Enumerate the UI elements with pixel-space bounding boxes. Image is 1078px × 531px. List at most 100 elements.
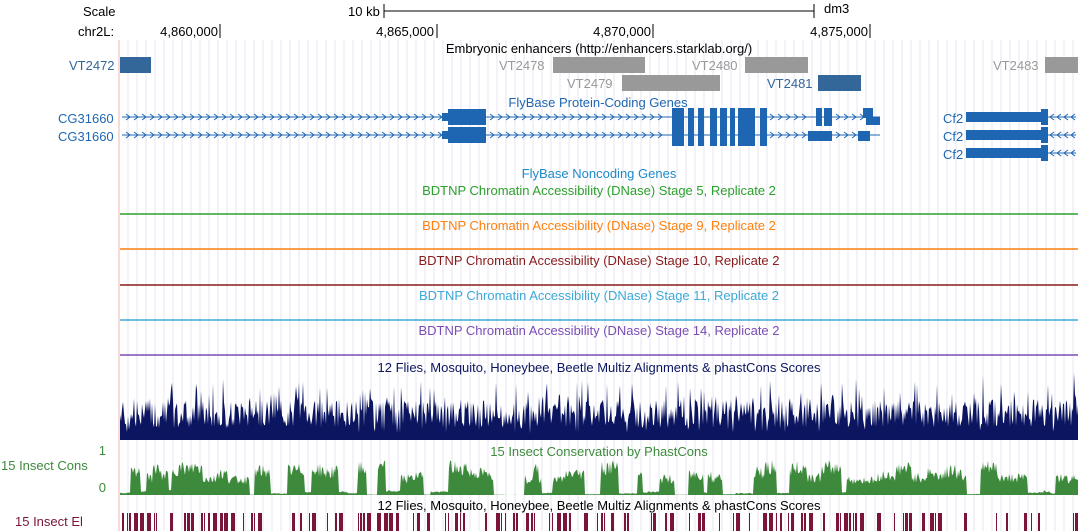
strand-arrow[interactable]	[277, 131, 283, 139]
strand-arrow[interactable]	[213, 131, 219, 139]
strand-arrow[interactable]	[141, 131, 147, 139]
dnase-stage11-title[interactable]: BDTNP Chromatin Accessibility (DNase) St…	[418, 288, 780, 303]
strand-arrow[interactable]	[165, 131, 171, 139]
gene-exon-block[interactable]	[966, 112, 1041, 122]
strand-arrow[interactable]	[125, 131, 131, 139]
strand-arrow[interactable]	[577, 113, 583, 121]
gene-label-cg31660[interactable]: CG31660	[58, 129, 114, 144]
strand-arrow[interactable]	[1056, 149, 1062, 157]
strand-arrow[interactable]	[341, 131, 347, 139]
dnase-stage14-title[interactable]: BDTNP Chromatin Accessibility (DNase) St…	[418, 323, 780, 338]
strand-arrow[interactable]	[777, 131, 783, 139]
strand-arrow[interactable]	[633, 131, 639, 139]
strand-arrow[interactable]	[625, 113, 631, 121]
gene-exon-block[interactable]	[866, 117, 880, 125]
strand-arrow[interactable]	[221, 131, 227, 139]
strand-arrow[interactable]	[293, 131, 299, 139]
dnase-stage5-title[interactable]: BDTNP Chromatin Accessibility (DNase) St…	[422, 183, 776, 198]
strand-arrow[interactable]	[261, 131, 267, 139]
elements-track-title[interactable]: 12 Flies, Mosquito, Honeybee, Beetle Mul…	[377, 498, 821, 513]
strand-arrow[interactable]	[237, 131, 243, 139]
strand-arrow[interactable]	[1070, 131, 1076, 139]
strand-arrow[interactable]	[513, 131, 519, 139]
gene-exon-block[interactable]	[698, 108, 704, 146]
strand-arrow[interactable]	[125, 113, 131, 121]
strand-arrow[interactable]	[277, 113, 283, 121]
strand-arrow[interactable]	[1049, 149, 1055, 157]
enhancer-label-vt2480[interactable]: VT2480	[692, 58, 738, 73]
strand-arrow[interactable]	[197, 113, 203, 121]
strand-arrow[interactable]	[537, 113, 543, 121]
gene-exon-block[interactable]	[966, 148, 1041, 158]
strand-arrow[interactable]	[1063, 149, 1069, 157]
strand-arrow[interactable]	[365, 113, 371, 121]
strand-arrow[interactable]	[545, 113, 551, 121]
strand-arrow[interactable]	[309, 131, 315, 139]
strand-arrow[interactable]	[625, 131, 631, 139]
strand-arrow[interactable]	[261, 113, 267, 121]
strand-arrow[interactable]	[497, 113, 503, 121]
strand-arrow[interactable]	[649, 113, 655, 121]
strand-arrow[interactable]	[641, 113, 647, 121]
gene-exon-block[interactable]	[448, 109, 486, 125]
strand-arrow[interactable]	[333, 113, 339, 121]
strand-arrow[interactable]	[341, 113, 347, 121]
strand-arrow[interactable]	[173, 131, 179, 139]
strand-arrow[interactable]	[777, 113, 783, 121]
strand-arrow[interactable]	[221, 113, 227, 121]
strand-arrow[interactable]	[851, 113, 857, 121]
strand-arrow[interactable]	[269, 131, 275, 139]
strand-arrow[interactable]	[429, 113, 435, 121]
gene-exon-block[interactable]	[730, 108, 735, 146]
strand-arrow[interactable]	[1049, 131, 1055, 139]
strand-arrow[interactable]	[173, 113, 179, 121]
gene-exon-block[interactable]	[824, 108, 832, 126]
gene-utr-block[interactable]	[442, 131, 448, 139]
strand-arrow[interactable]	[413, 113, 419, 121]
strand-arrow[interactable]	[601, 113, 607, 121]
strand-arrow[interactable]	[649, 131, 655, 139]
noncoding-track-title[interactable]: FlyBase Noncoding Genes	[521, 166, 677, 181]
strand-arrow[interactable]	[785, 113, 791, 121]
strand-arrow[interactable]	[843, 131, 849, 139]
enhancer-block-vt2478[interactable]	[553, 57, 645, 73]
enhancer-track-title[interactable]: Embryonic enhancers (http://enhancers.st…	[445, 41, 753, 56]
strand-arrow[interactable]	[1056, 131, 1062, 139]
gene-label-cf2[interactable]: Cf2	[943, 147, 964, 162]
enhancer-block-vt2483[interactable]	[1045, 57, 1078, 73]
dnase-stage9-title[interactable]: BDTNP Chromatin Accessibility (DNase) St…	[422, 218, 776, 233]
enhancer-label-vt2478[interactable]: VT2478	[499, 58, 545, 73]
strand-arrow[interactable]	[617, 113, 623, 121]
strand-arrow[interactable]	[237, 113, 243, 121]
gene-label-cf2[interactable]: Cf2	[943, 129, 964, 144]
strand-arrow[interactable]	[213, 113, 219, 121]
strand-arrow[interactable]	[285, 131, 291, 139]
strand-arrow[interactable]	[229, 131, 235, 139]
strand-arrow[interactable]	[489, 113, 495, 121]
strand-arrow[interactable]	[537, 131, 543, 139]
enhancer-block-vt2472[interactable]	[120, 57, 151, 73]
strand-arrow[interactable]	[149, 131, 155, 139]
strand-arrow[interactable]	[181, 131, 187, 139]
strand-arrow[interactable]	[793, 131, 799, 139]
strand-arrow[interactable]	[521, 113, 527, 121]
strand-arrow[interactable]	[141, 113, 147, 121]
strand-arrow[interactable]	[561, 113, 567, 121]
strand-arrow[interactable]	[569, 131, 575, 139]
gene-exon-block[interactable]	[863, 108, 873, 118]
strand-arrow[interactable]	[365, 131, 371, 139]
strand-arrow[interactable]	[609, 113, 615, 121]
phastcons-side-label[interactable]: 15 Insect Cons	[1, 458, 88, 473]
strand-arrow[interactable]	[617, 131, 623, 139]
strand-arrow[interactable]	[301, 131, 307, 139]
strand-arrow[interactable]	[561, 131, 567, 139]
strand-arrow[interactable]	[421, 131, 427, 139]
strand-arrow[interactable]	[357, 131, 363, 139]
strand-arrow[interactable]	[149, 113, 155, 121]
strand-arrow[interactable]	[429, 131, 435, 139]
enhancer-label-vt2472[interactable]: VT2472	[69, 58, 115, 73]
gene-exon-block[interactable]	[448, 127, 486, 143]
strand-arrow[interactable]	[553, 131, 559, 139]
strand-arrow[interactable]	[181, 113, 187, 121]
strand-arrow[interactable]	[1049, 113, 1055, 121]
